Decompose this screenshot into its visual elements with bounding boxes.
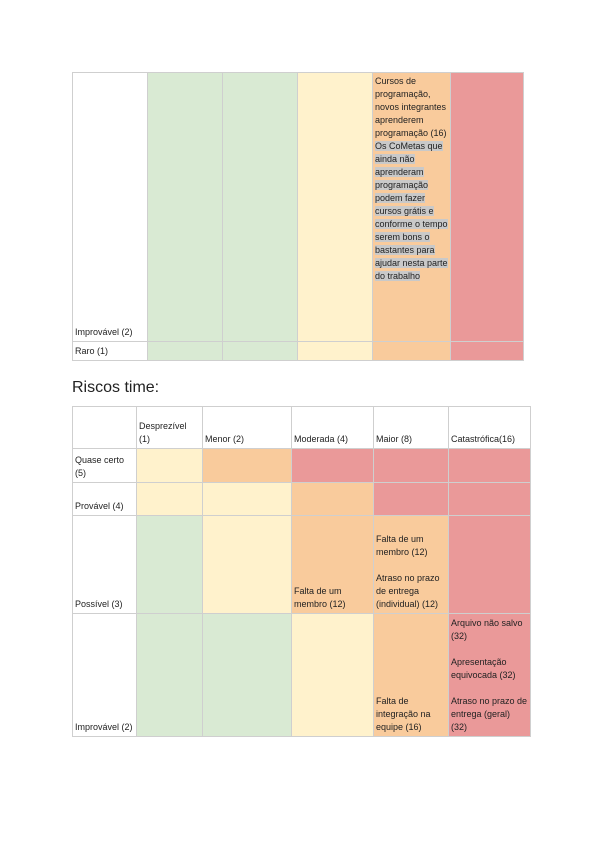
matrix-cell — [448, 482, 531, 516]
matrix-cell — [147, 341, 223, 361]
header-cell: Catastrófica(16) — [448, 406, 531, 449]
matrix-cell — [372, 341, 451, 361]
table-row: Raro (1) — [72, 341, 524, 361]
matrix-cell — [291, 482, 374, 516]
matrix-cell — [448, 515, 531, 614]
matrix-cell-risk: Cursos de programação, novos integrantes… — [372, 72, 451, 342]
row-label: Possível (3) — [72, 515, 137, 614]
matrix-cell-risk: Falta de um membro (12) Atraso no prazo … — [373, 515, 449, 614]
matrix-cell — [222, 341, 298, 361]
matrix-cell — [448, 448, 531, 483]
row-label: Provável (4) — [72, 482, 137, 516]
row-label: Improvável (2) — [72, 613, 137, 737]
matrix-cell — [373, 482, 449, 516]
matrix-cell — [136, 482, 203, 516]
matrix-cell — [450, 72, 524, 342]
matrix-cell — [136, 448, 203, 483]
risk-matrix-continued: Improvável (2) Cursos de programação, no… — [72, 72, 524, 361]
row-label: Improvável (2) — [72, 72, 148, 342]
matrix-cell — [297, 72, 373, 342]
risk-text-highlighted: Os CoMetas que ainda não aprenderam prog… — [375, 141, 448, 281]
team-risk-matrix: Desprezível (1) Menor (2) Moderada (4) M… — [72, 406, 531, 737]
header-cell: Desprezível (1) — [136, 406, 203, 449]
matrix-cell — [202, 482, 292, 516]
matrix-cell — [202, 515, 292, 614]
matrix-cell — [373, 448, 449, 483]
table-row: Improvável (2) Falta de integração na eq… — [72, 613, 531, 737]
section-heading: Riscos time: — [72, 379, 160, 396]
matrix-cell-risk: Falta de um membro (12) — [291, 515, 374, 614]
header-row: Desprezível (1) Menor (2) Moderada (4) M… — [72, 406, 531, 449]
matrix-cell-risk: Falta de integração na equipe (16) — [373, 613, 449, 737]
header-cell — [72, 406, 137, 449]
matrix-cell — [291, 613, 374, 737]
matrix-cell — [291, 448, 374, 483]
matrix-cell — [202, 448, 292, 483]
matrix-cell — [136, 613, 203, 737]
table-row: Quase certo (5) — [72, 448, 531, 483]
header-cell: Moderada (4) — [291, 406, 374, 449]
table-row: Improvável (2) Cursos de programação, no… — [72, 72, 524, 342]
table-row: Possível (3) Falta de um membro (12) Fal… — [72, 515, 531, 614]
matrix-cell — [222, 72, 298, 342]
matrix-cell — [147, 72, 223, 342]
header-cell: Maior (8) — [373, 406, 449, 449]
table-row: Provável (4) — [72, 482, 531, 516]
row-label: Raro (1) — [72, 341, 148, 361]
row-label: Quase certo (5) — [72, 448, 137, 483]
matrix-cell — [297, 341, 373, 361]
matrix-cell — [202, 613, 292, 737]
risk-text: Cursos de programação, novos integrantes… — [375, 76, 447, 138]
matrix-cell — [450, 341, 524, 361]
matrix-cell — [136, 515, 203, 614]
matrix-cell-risk: Arquivo não salvo (32) Apresentação equi… — [448, 613, 531, 737]
header-cell: Menor (2) — [202, 406, 292, 449]
